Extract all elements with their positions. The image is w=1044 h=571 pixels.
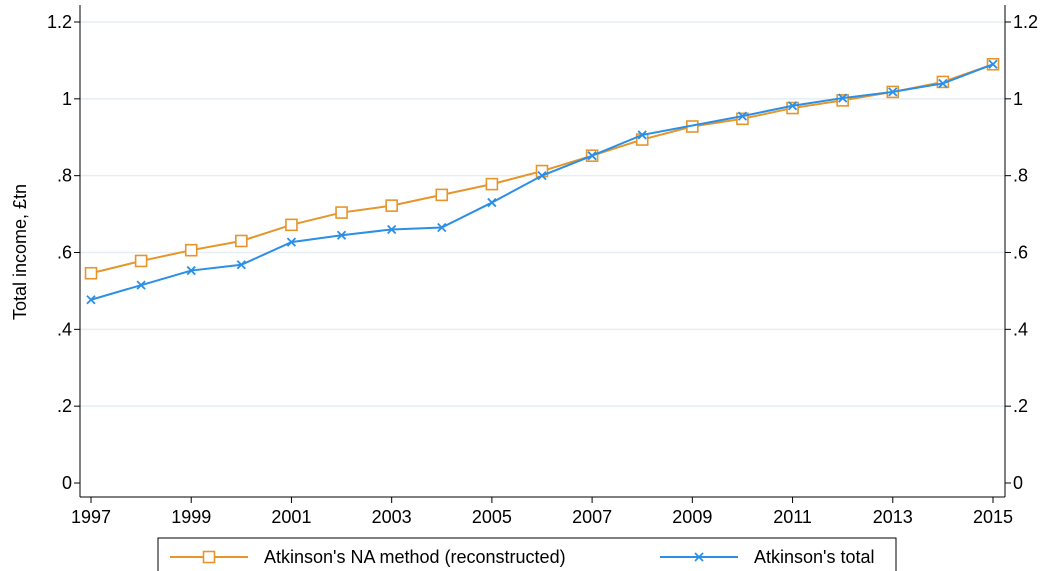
x-tick-label: 2015: [973, 507, 1013, 527]
data-point: [988, 59, 998, 69]
grid-lines: [80, 21, 1005, 407]
data-point: [136, 280, 146, 290]
y-tick-label-left: .6: [57, 243, 72, 263]
data-point: [888, 87, 898, 97]
y-tick-label-right: 0: [1013, 473, 1023, 493]
y-axis-right: 0 .2 .4 .6 .8 1 1.2: [1005, 12, 1038, 493]
data-point: [134, 254, 148, 268]
data-point: [437, 222, 447, 233]
y-tick-label-left: .8: [57, 166, 72, 186]
y-tick-label-left: 1: [62, 89, 72, 109]
x-tick-label: 2011: [773, 507, 812, 527]
data-point: [537, 171, 547, 181]
data-point: [84, 266, 98, 280]
legend-box: [157, 537, 897, 571]
x-axis: 1997 1999 2001 2003 2005 2007 2009 2011 2013 2015: [71, 497, 1013, 527]
y-tick-label-left: .4: [57, 319, 72, 339]
series-line: [90, 63, 994, 301]
y-axis-left: 0 .2 .4 .6 .8 1 1.2: [47, 12, 80, 493]
data-point: [186, 265, 196, 276]
x-tick-label: 2005: [472, 507, 512, 527]
data-point: [487, 197, 497, 208]
y-tick-label-right: .4: [1013, 319, 1028, 339]
y-tick-label-left: 0: [62, 473, 72, 493]
data-point: [787, 101, 798, 111]
x-tick-label: 1997: [71, 507, 111, 527]
x-tick-label: 2007: [572, 507, 612, 527]
y-tick-label-right: 1.2: [1013, 12, 1038, 32]
data-point: [236, 260, 246, 270]
data-point: [202, 550, 216, 564]
y-tick-label-left: .2: [57, 396, 72, 416]
legend: Atkinson's NA method (reconstructed) Atki…: [157, 537, 897, 571]
x-tick-label: 2009: [672, 507, 712, 527]
series-1: [84, 57, 1000, 280]
data-point: [737, 111, 748, 121]
y-axis-label: Total income, £tn: [10, 184, 30, 320]
legend-item-2: Atkinson's total: [660, 547, 875, 567]
data-point: [637, 130, 647, 140]
data-point: [736, 112, 749, 126]
data-point: [485, 177, 499, 191]
data-point: [336, 230, 347, 240]
x-tick-label: 1999: [171, 507, 211, 527]
y-tick-label-right: 1: [1013, 89, 1023, 109]
y-tick-label-right: .8: [1013, 166, 1028, 186]
series-group: [84, 57, 1000, 305]
x-tick-label: 2013: [873, 507, 913, 527]
data-point: [235, 234, 248, 248]
x-tick-label: 2003: [372, 507, 412, 527]
data-point: [184, 243, 198, 257]
data-point: [435, 188, 449, 202]
data-point: [86, 295, 96, 305]
data-point: [285, 218, 298, 232]
data-point: [387, 224, 397, 235]
data-point: [838, 93, 848, 103]
data-point: [938, 78, 948, 89]
data-point: [786, 101, 799, 115]
data-point: [286, 237, 297, 247]
data-point: [385, 199, 398, 212]
legend-label: Atkinson's NA method (reconstructed): [264, 547, 566, 567]
x-tick-label: 2001: [271, 507, 311, 527]
y-tick-label-left: 1.2: [47, 12, 72, 32]
y-tick-label-right: .6: [1013, 243, 1028, 263]
series-2: [86, 59, 998, 305]
legend-label: Atkinson's total: [754, 547, 875, 567]
plot-frame: [79, 5, 1006, 498]
data-point: [694, 552, 704, 562]
data-point: [587, 151, 597, 161]
legend-item-1: Atkinson's NA method (reconstructed): [170, 547, 566, 567]
data-point: [335, 206, 348, 219]
data-point: [836, 94, 849, 107]
y-tick-label-right: .2: [1013, 396, 1028, 416]
